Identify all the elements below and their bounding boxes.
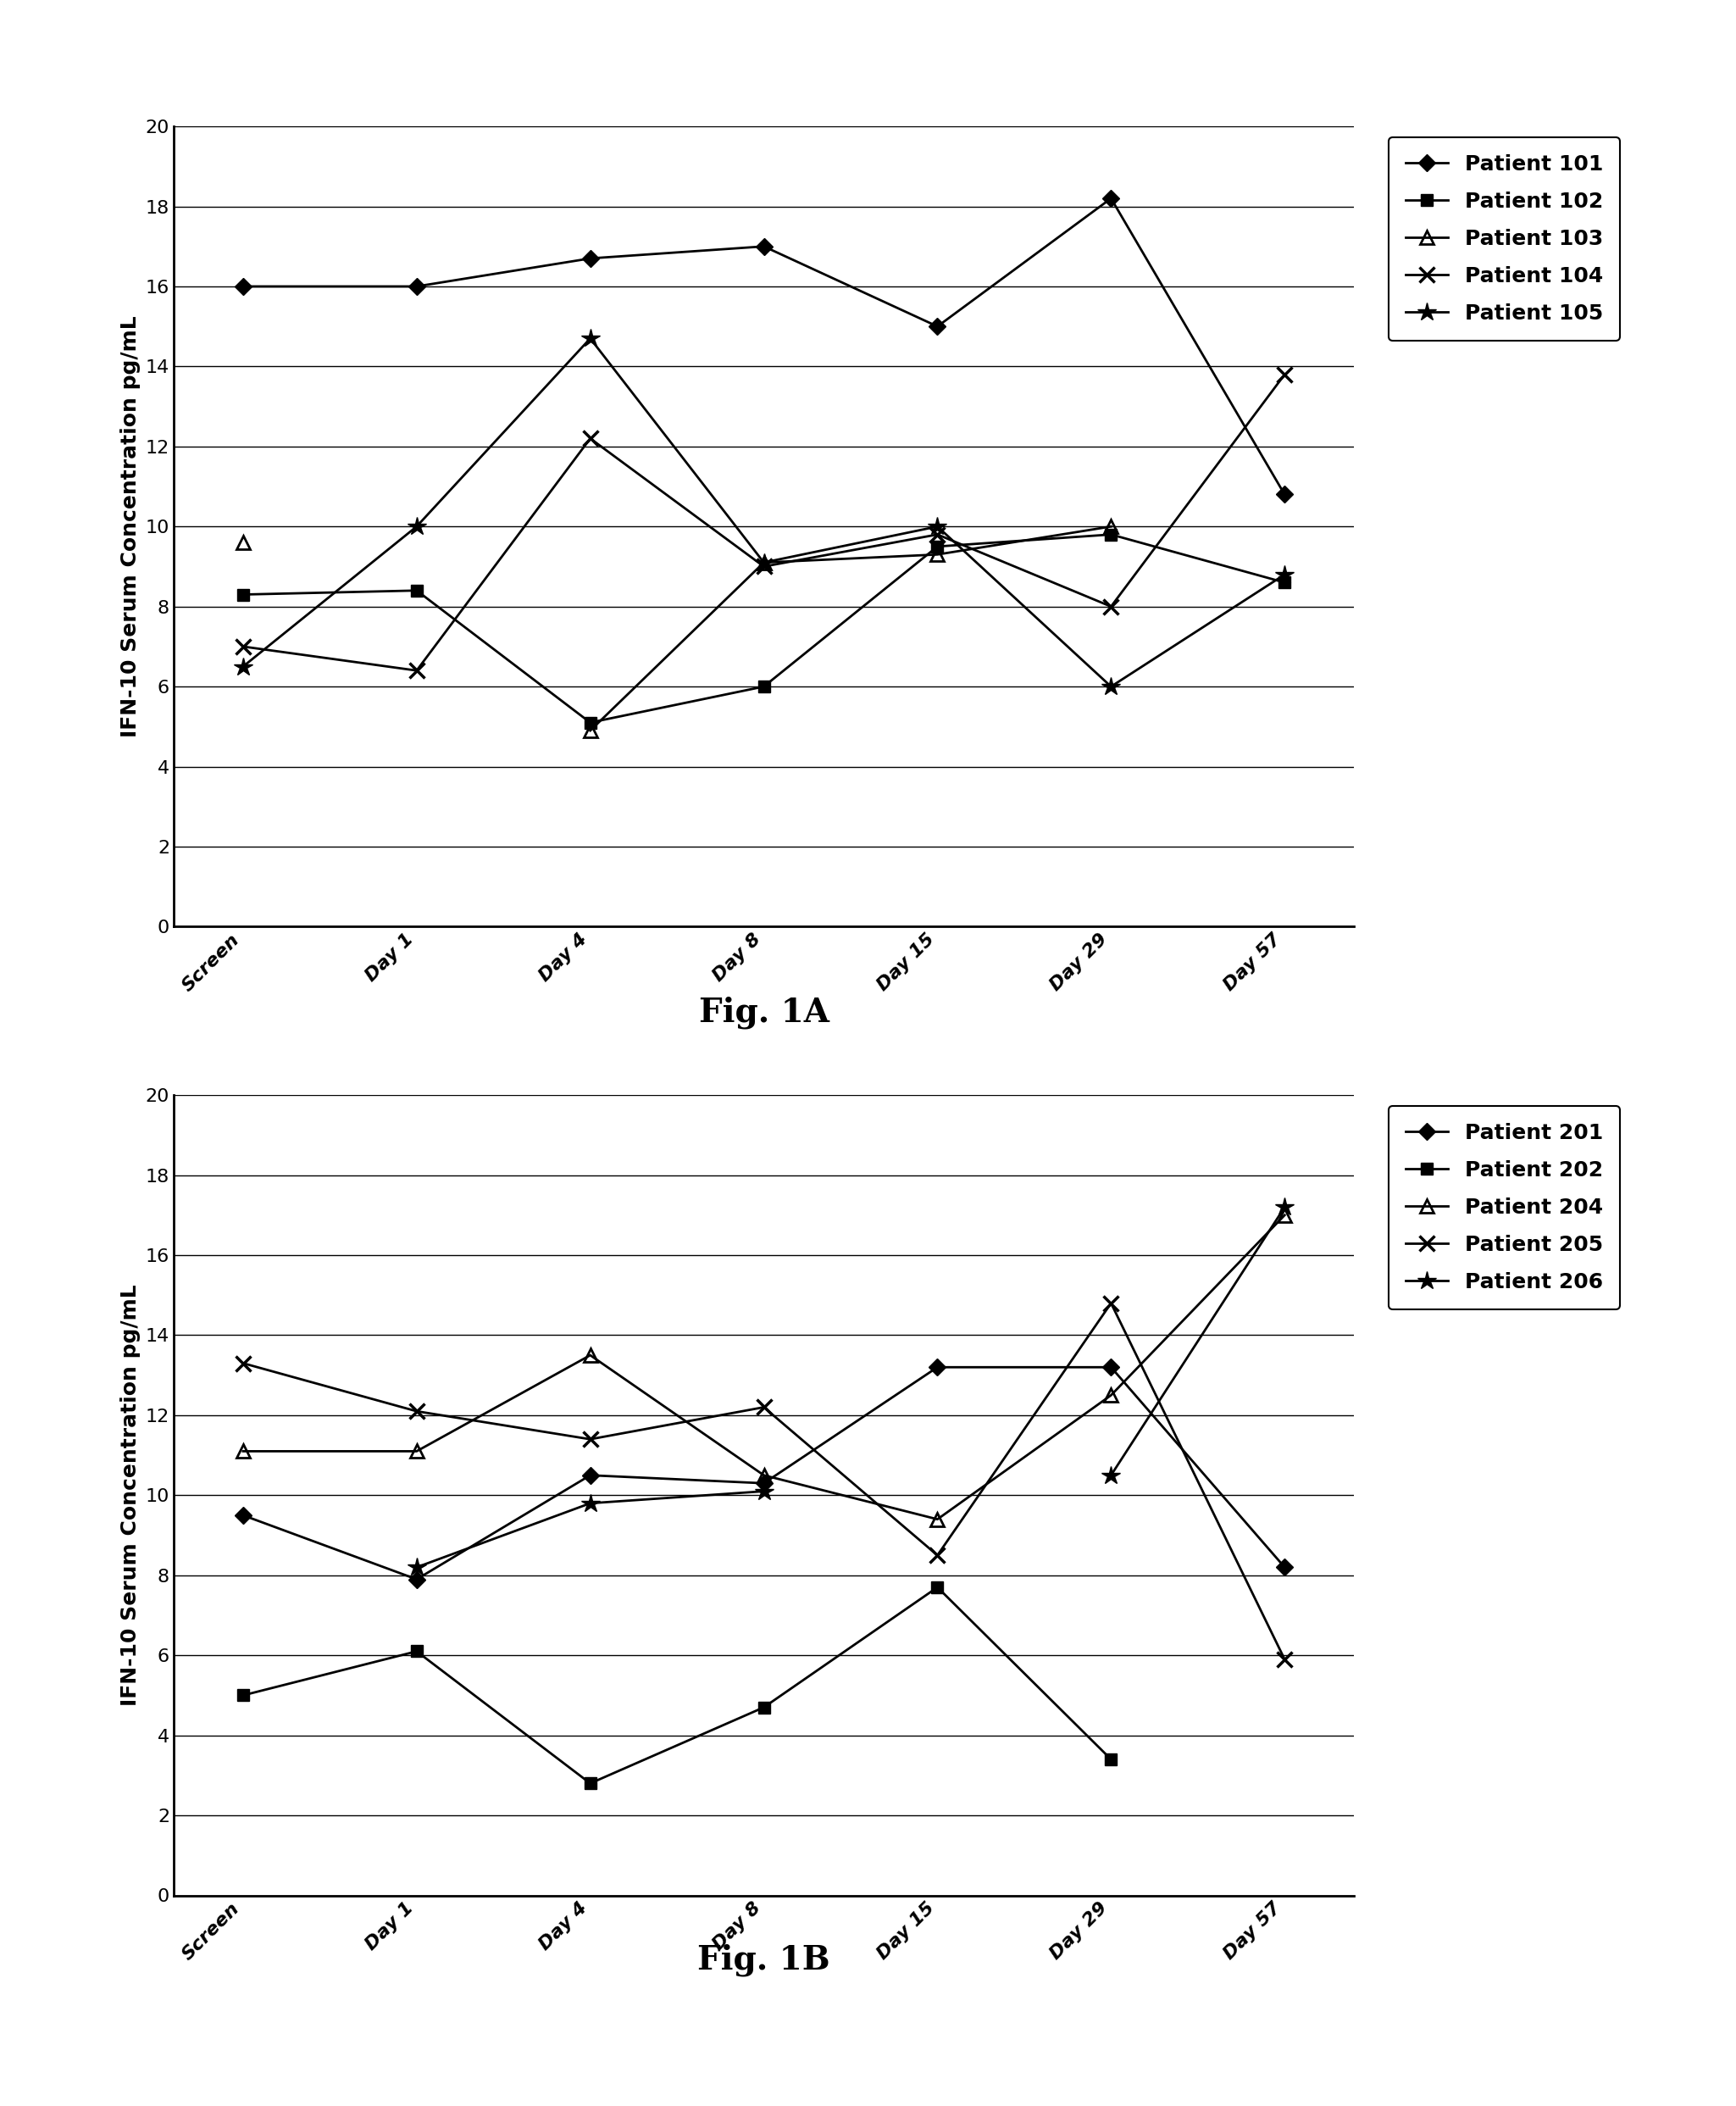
Patient 101 bbox=[233, 274, 253, 299]
Patient 105 bbox=[1101, 674, 1121, 699]
Line: Patient 102: Patient 102 bbox=[238, 529, 1290, 729]
Patient 205 bbox=[1274, 1647, 1295, 1672]
Patient 101 bbox=[580, 246, 601, 272]
Patient 206 bbox=[580, 1491, 601, 1516]
Patient 205 bbox=[580, 1426, 601, 1451]
Patient 201 bbox=[406, 1567, 427, 1592]
Patient 102 bbox=[580, 710, 601, 735]
Patient 204 bbox=[1274, 1203, 1295, 1228]
Line: Patient 104: Patient 104 bbox=[236, 366, 1292, 678]
Patient 105 bbox=[753, 550, 774, 575]
Patient 201 bbox=[1101, 1354, 1121, 1379]
Patient 102 bbox=[927, 533, 948, 558]
Patient 202 bbox=[580, 1771, 601, 1796]
Patient 205 bbox=[1101, 1291, 1121, 1316]
Patient 101 bbox=[927, 314, 948, 339]
Patient 101 bbox=[1101, 185, 1121, 211]
Patient 204 bbox=[753, 1462, 774, 1487]
Patient 101 bbox=[406, 274, 427, 299]
Patient 101 bbox=[1274, 482, 1295, 508]
Line: Patient 105: Patient 105 bbox=[234, 329, 1293, 695]
Patient 104 bbox=[753, 554, 774, 579]
Patient 105 bbox=[406, 514, 427, 539]
Line: Patient 205: Patient 205 bbox=[236, 1295, 1292, 1668]
Patient 205 bbox=[233, 1350, 253, 1375]
Patient 102 bbox=[1274, 571, 1295, 596]
Patient 202 bbox=[927, 1575, 948, 1601]
Line: Patient 202: Patient 202 bbox=[238, 1582, 1116, 1790]
Patient 202 bbox=[233, 1683, 253, 1708]
Patient 102 bbox=[406, 577, 427, 602]
Patient 201 bbox=[927, 1354, 948, 1379]
Patient 205 bbox=[753, 1394, 774, 1419]
Patient 206 bbox=[753, 1478, 774, 1504]
Legend: Patient 101, Patient 102, Patient 103, Patient 104, Patient 105: Patient 101, Patient 102, Patient 103, P… bbox=[1389, 137, 1620, 341]
Line: Patient 201: Patient 201 bbox=[238, 1360, 1290, 1586]
Patient 204 bbox=[1101, 1384, 1121, 1409]
Patient 102 bbox=[753, 674, 774, 699]
Patient 204 bbox=[927, 1506, 948, 1531]
Line: Patient 206: Patient 206 bbox=[408, 1483, 773, 1577]
Patient 201 bbox=[233, 1504, 253, 1529]
Patient 205 bbox=[927, 1542, 948, 1567]
Y-axis label: IFN-10 Serum Concentration pg/mL: IFN-10 Serum Concentration pg/mL bbox=[120, 1285, 141, 1706]
Patient 202 bbox=[406, 1638, 427, 1664]
Patient 201 bbox=[580, 1462, 601, 1487]
Patient 202 bbox=[753, 1695, 774, 1721]
Patient 105 bbox=[233, 653, 253, 678]
Patient 102 bbox=[1101, 522, 1121, 548]
Legend: Patient 201, Patient 202, Patient 204, Patient 205, Patient 206: Patient 201, Patient 202, Patient 204, P… bbox=[1389, 1106, 1620, 1310]
Patient 205 bbox=[406, 1398, 427, 1424]
Line: Patient 204: Patient 204 bbox=[236, 1209, 1292, 1525]
Patient 104 bbox=[406, 657, 427, 682]
Patient 204 bbox=[233, 1438, 253, 1464]
Patient 204 bbox=[580, 1344, 601, 1369]
Patient 104 bbox=[233, 634, 253, 659]
Patient 102 bbox=[233, 581, 253, 607]
Patient 105 bbox=[580, 326, 601, 352]
Patient 105 bbox=[1274, 562, 1295, 588]
Patient 105 bbox=[927, 514, 948, 539]
Text: Fig. 1B: Fig. 1B bbox=[698, 1944, 830, 1975]
Patient 202 bbox=[1101, 1746, 1121, 1771]
Text: Fig. 1A: Fig. 1A bbox=[698, 996, 830, 1028]
Line: Patient 101: Patient 101 bbox=[238, 192, 1290, 501]
Patient 104 bbox=[1274, 362, 1295, 388]
Patient 104 bbox=[927, 522, 948, 548]
Patient 104 bbox=[580, 425, 601, 451]
Y-axis label: IFN-10 Serum Concentration pg/mL: IFN-10 Serum Concentration pg/mL bbox=[120, 316, 141, 737]
Patient 206 bbox=[406, 1554, 427, 1580]
Patient 201 bbox=[753, 1470, 774, 1495]
Patient 101 bbox=[753, 234, 774, 259]
Patient 104 bbox=[1101, 594, 1121, 619]
Patient 204 bbox=[406, 1438, 427, 1464]
Patient 201 bbox=[1274, 1554, 1295, 1580]
